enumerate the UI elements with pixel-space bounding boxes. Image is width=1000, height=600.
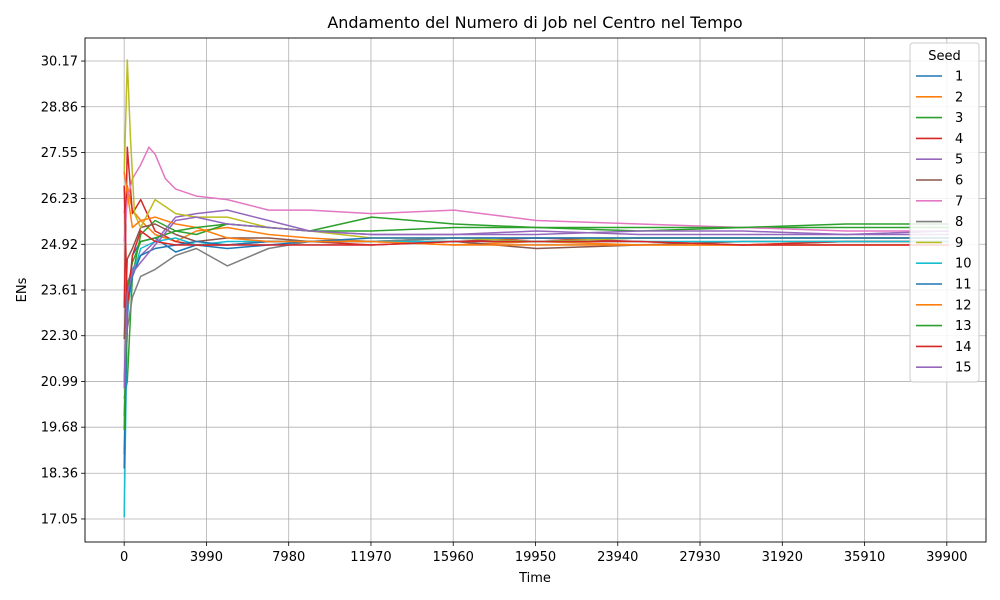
x-tick-label: 19950: [515, 550, 556, 565]
y-tick-label: 20.99: [41, 375, 78, 390]
y-tick-label: 18.36: [41, 467, 78, 482]
legend-title: Seed: [928, 49, 961, 64]
y-tick-label: 26.23: [41, 192, 78, 207]
y-tick-label: 23.61: [41, 284, 78, 299]
plot-series: [123, 59, 949, 518]
legend-label-3: 3: [955, 111, 963, 126]
x-axis-title: Time: [518, 571, 551, 586]
y-tick-label: 24.92: [41, 238, 78, 253]
series-line-7: [123, 146, 949, 242]
legend-box: [909, 42, 980, 383]
legend-label-7: 7: [955, 194, 963, 209]
legend-label-4: 4: [955, 132, 963, 147]
x-tick-label: 23940: [597, 550, 638, 565]
y-tick-label: 28.86: [41, 100, 78, 115]
series-line-14: [123, 185, 949, 309]
x-tick-label: 3990: [190, 550, 223, 565]
x-tick-label: 27930: [679, 550, 720, 565]
legend-label-15: 15: [955, 361, 972, 376]
series-line-12: [123, 171, 949, 246]
y-tick-label: 19.68: [41, 421, 78, 436]
legend-label-10: 10: [955, 257, 972, 272]
y-tick-label: 30.17: [41, 55, 78, 70]
y-tick-label: 17.05: [41, 512, 78, 527]
y-tick-label: 27.55: [41, 146, 78, 161]
y-tick-label: 22.30: [41, 329, 78, 344]
y-axis-title: ENs: [15, 277, 30, 302]
legend-label-9: 9: [955, 236, 963, 251]
legend-label-12: 12: [955, 298, 972, 313]
legend-label-2: 2: [955, 90, 963, 105]
x-tick-label: 35910: [844, 550, 885, 565]
chart-title: Andamento del Numero di Job nel Centro n…: [327, 13, 742, 32]
series-line-15: [123, 216, 949, 389]
axis-ticks: 0 3990 7980 11970 15960 19950 23940 27930 31920 3…: [41, 55, 968, 565]
legend-label-6: 6: [955, 174, 963, 189]
x-tick-label: 0: [120, 550, 128, 565]
legend-label-13: 13: [955, 319, 972, 334]
legend-label-14: 14: [955, 340, 972, 355]
legend-label-8: 8: [955, 215, 963, 230]
x-tick-label: 39900: [926, 550, 967, 565]
legend-label-1: 1: [955, 70, 963, 85]
x-tick-label: 11970: [350, 550, 391, 565]
x-tick-label: 31920: [762, 550, 803, 565]
x-tick-label: 7980: [272, 550, 305, 565]
x-tick-label: 15960: [433, 550, 474, 565]
legend-label-11: 11: [955, 278, 972, 293]
legend-label-5: 5: [955, 153, 963, 168]
series-line-6: [123, 223, 949, 340]
